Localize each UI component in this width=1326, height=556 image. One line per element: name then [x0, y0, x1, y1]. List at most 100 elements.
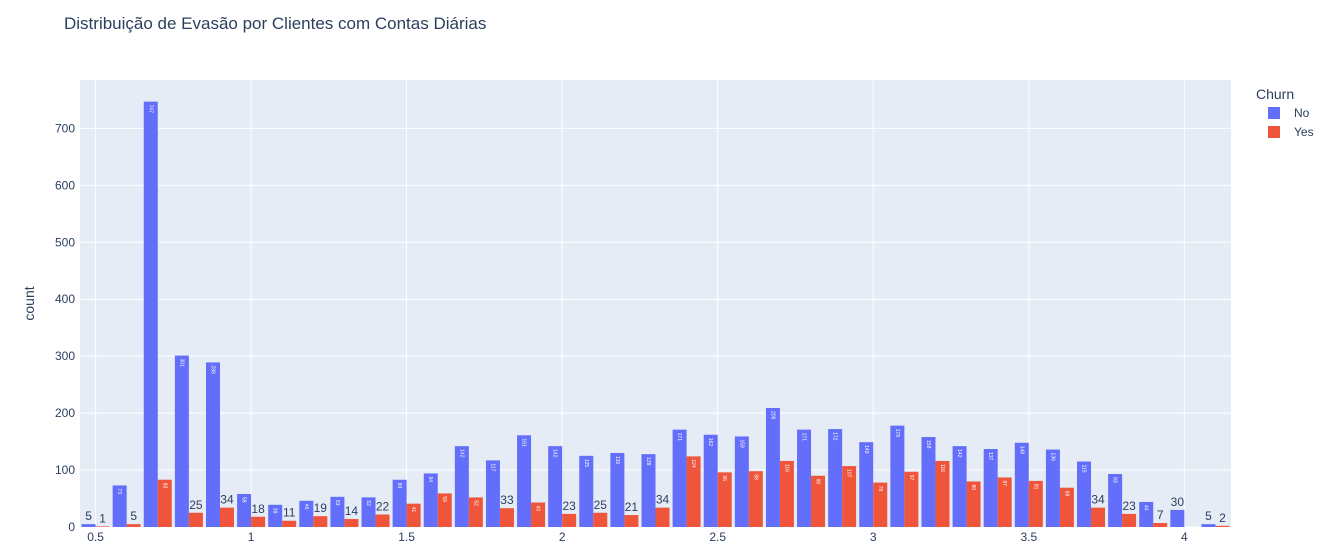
bar-yes[interactable] — [748, 471, 763, 527]
bar-yes[interactable] — [282, 520, 297, 527]
bar-no[interactable] — [1077, 461, 1092, 527]
bar-no[interactable] — [112, 485, 127, 527]
bar-yes[interactable] — [344, 519, 359, 527]
x-tick-label: 3 — [870, 530, 877, 544]
bar-yes[interactable] — [157, 479, 172, 527]
bar-no[interactable] — [423, 473, 438, 527]
bar-yes[interactable] — [811, 475, 826, 527]
bar-no[interactable] — [890, 425, 905, 527]
bar-yes[interactable] — [1091, 507, 1106, 527]
bar-value-label: 73 — [116, 488, 122, 494]
bar-no[interactable] — [1045, 449, 1060, 527]
bar-no[interactable] — [579, 455, 594, 527]
bar-yes[interactable] — [717, 472, 732, 527]
bar-value-label: 209 — [769, 411, 775, 420]
bar-yes[interactable] — [406, 503, 421, 527]
y-tick-label: 300 — [55, 349, 75, 363]
bar-yes[interactable] — [1028, 480, 1043, 527]
bar-no[interactable] — [361, 497, 376, 527]
bar-no[interactable] — [517, 435, 532, 527]
bar-no[interactable] — [797, 429, 812, 527]
bar-no[interactable] — [1201, 524, 1216, 527]
bar-value-label: 41 — [410, 507, 416, 513]
bar-yes[interactable] — [95, 526, 110, 527]
bar-yes[interactable] — [624, 515, 639, 527]
bar-no[interactable] — [1108, 474, 1123, 527]
bar-value-label: 5 — [85, 509, 92, 523]
bar-no[interactable] — [859, 442, 874, 527]
bar-yes[interactable] — [873, 482, 888, 527]
bar-no[interactable] — [1014, 442, 1029, 527]
bar-yes[interactable] — [126, 524, 141, 527]
bar-no[interactable] — [610, 452, 625, 527]
bar-value-label: 23 — [1122, 499, 1136, 513]
bar-yes[interactable] — [1122, 513, 1137, 527]
bar-no[interactable] — [81, 524, 96, 527]
legend-swatch — [1268, 126, 1280, 138]
bar-yes[interactable] — [1153, 523, 1168, 527]
bar-no[interactable] — [641, 454, 656, 527]
bar-no[interactable] — [734, 436, 749, 527]
bar-yes[interactable] — [375, 514, 390, 527]
bar-yes[interactable] — [313, 516, 328, 527]
bar-value-label: 34 — [656, 493, 670, 507]
legend-title: Churn — [1256, 86, 1294, 102]
bar-no[interactable] — [703, 434, 718, 527]
bar-yes[interactable] — [842, 466, 857, 527]
bar-yes[interactable] — [593, 512, 608, 527]
bar-value-label: 19 — [314, 501, 328, 515]
bar-no[interactable] — [299, 500, 314, 527]
bar-yes[interactable] — [1215, 525, 1230, 527]
bar-value-label: 90 — [815, 479, 821, 485]
legend[interactable]: Churn No Yes — [1256, 86, 1314, 139]
bar-yes[interactable] — [188, 512, 203, 527]
bar-no[interactable] — [392, 479, 407, 527]
bar-value-label: 142 — [458, 449, 464, 458]
bar-value-label: 59 — [441, 496, 447, 502]
bar-no[interactable] — [1170, 509, 1185, 527]
bar-value-label: 58 — [241, 497, 247, 503]
bar-no[interactable] — [548, 446, 563, 527]
bar-no[interactable] — [983, 448, 998, 527]
bar-yes[interactable] — [251, 516, 266, 527]
bar-no[interactable] — [672, 429, 687, 527]
bar-yes[interactable] — [966, 481, 981, 527]
bar-yes[interactable] — [468, 497, 483, 527]
bar-value-label: 289 — [209, 365, 215, 374]
bar-yes[interactable] — [499, 508, 514, 527]
bar-no[interactable] — [454, 446, 469, 527]
bar-no[interactable] — [205, 362, 220, 527]
bar-yes[interactable] — [531, 502, 546, 527]
bar-value-label: 5 — [130, 509, 137, 523]
bar-yes[interactable] — [779, 460, 794, 527]
bar-no[interactable] — [765, 407, 780, 527]
bar-no[interactable] — [143, 101, 158, 527]
bar-no[interactable] — [174, 355, 189, 527]
bar-value-label: 80 — [970, 484, 976, 490]
bar-yes[interactable] — [655, 507, 670, 527]
bar-yes[interactable] — [904, 471, 919, 527]
bar-no[interactable] — [952, 446, 967, 527]
bar-value-label: 97 — [908, 475, 914, 481]
y-tick-label: 0 — [68, 520, 75, 534]
bar-no[interactable] — [921, 437, 936, 527]
bar-no[interactable] — [828, 429, 843, 527]
bar-yes[interactable] — [686, 456, 701, 527]
bar-no[interactable] — [330, 496, 345, 527]
bar-value-label: 117 — [489, 463, 495, 471]
bar-yes[interactable] — [562, 513, 577, 527]
bar-yes[interactable] — [219, 507, 234, 527]
bar-no[interactable] — [268, 504, 283, 527]
bar-yes[interactable] — [935, 460, 950, 527]
bar-yes[interactable] — [1059, 487, 1074, 527]
x-axis: 0.5 1 1.5 2 2.5 3 3.5 4 — [87, 530, 1188, 544]
bar-yes[interactable] — [437, 493, 452, 527]
legend-item-yes[interactable]: Yes — [1268, 125, 1314, 139]
bar-value-label: 46 — [303, 504, 309, 510]
bar-no[interactable] — [485, 460, 500, 527]
bar-value-label: 171 — [676, 433, 682, 442]
bar-yes[interactable] — [997, 477, 1012, 527]
bar-no[interactable] — [237, 493, 252, 527]
legend-item-no[interactable]: No — [1268, 106, 1310, 120]
bar-no[interactable] — [1139, 501, 1154, 527]
